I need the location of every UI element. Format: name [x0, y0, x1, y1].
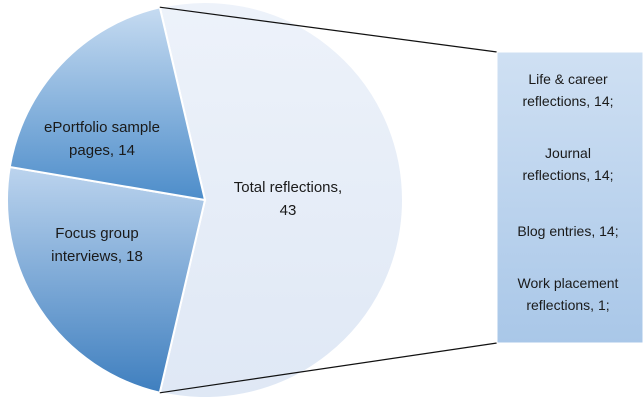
slice-label-focus-group-interviews: Focus group interviews, 18	[51, 225, 143, 265]
pie: Total reflections, 43 Focus group interview…	[6, 1, 404, 397]
slice-label-total-reflections: Total reflections, 43	[234, 179, 342, 219]
connector-line-bottom	[159, 342, 498, 394]
breakdown-label-journal-reflections: Journal reflections, 14;	[522, 145, 613, 183]
connector-line-top	[159, 6, 498, 53]
pie-slice-focus-group-interviews	[6, 165, 207, 394]
breakdown-bar-rect	[496, 51, 643, 344]
pie-slice-eportfolio-sample-pages	[8, 6, 207, 202]
breakdown-label-life-career-reflections: Life & career reflections, 14;	[522, 71, 613, 109]
slice-label-eportfolio-sample-pages: ePortfolio sample pages, 14	[44, 119, 160, 159]
breakdown-label-work-placement-reflections: Work placement reflections, 1;	[518, 275, 619, 313]
breakdown-label-blog-entries: Blog entries, 14;	[517, 223, 618, 239]
breakdown-bar: Life & career reflections, 14; Journal refl…	[496, 51, 643, 344]
connector-lines	[159, 6, 498, 394]
pie-slice-total-reflections	[158, 1, 404, 397]
